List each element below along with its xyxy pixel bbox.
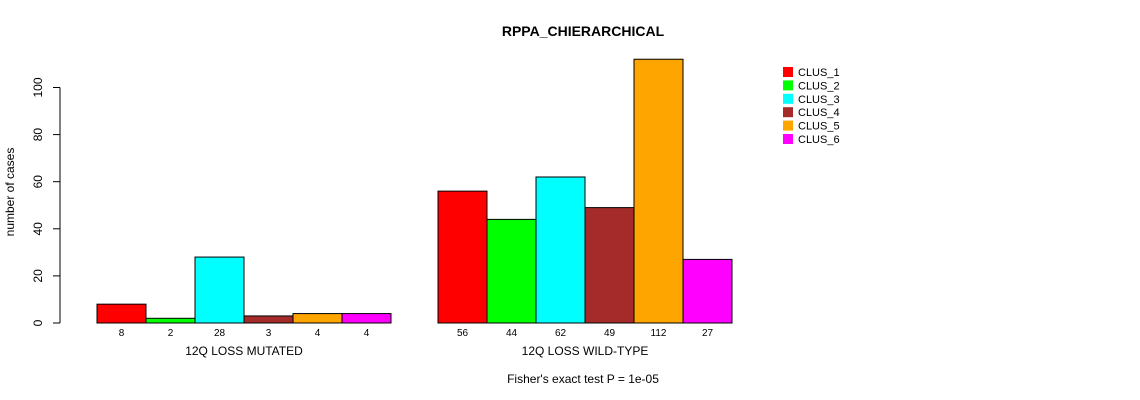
group-label-1: 12Q LOSS MUTATED <box>185 344 303 358</box>
count-labels: 8 2 28 3 4 4 56 44 62 49 112 27 <box>119 328 714 339</box>
legend-label-clus-1: CLUS_1 <box>798 67 840 79</box>
bar-count-label: 56 <box>457 328 469 339</box>
bar-count-label: 62 <box>555 328 567 339</box>
bar-count-label: 3 <box>266 328 272 339</box>
y-tick-label: 80 <box>31 128 45 142</box>
bar-count-label: 49 <box>604 328 616 339</box>
legend-swatch-clus-5 <box>783 120 793 131</box>
legend-label-clus-4: CLUS_4 <box>798 107 840 119</box>
legend-label-clus-3: CLUS_3 <box>798 94 840 106</box>
bar-clus-5-group-1 <box>292 313 343 324</box>
bar-count-label: 4 <box>315 328 321 339</box>
y-tick-label: 40 <box>31 222 45 236</box>
bar-count-label: 44 <box>506 328 518 339</box>
y-tick-label: 100 <box>31 77 45 97</box>
y-tick-label: 60 <box>31 175 45 189</box>
bar-count-label: 8 <box>119 328 125 339</box>
bar-count-label: 112 <box>651 328 667 339</box>
bar-count-label: 27 <box>702 328 714 339</box>
bar-clus-3-group-2 <box>535 176 586 324</box>
legend-swatch-clus-4 <box>783 107 793 118</box>
bar-clus-4-group-2 <box>584 207 635 324</box>
chart-title: RPPA_CHIERARCHICAL <box>502 23 665 39</box>
legend-swatch-clus-1 <box>783 67 793 77</box>
y-axis-label: number of cases <box>3 148 17 237</box>
y-axis: 0 20 40 60 80 100 <box>31 77 61 326</box>
bar-clus-2-group-1 <box>145 317 196 324</box>
bar-count-label: 28 <box>214 328 226 339</box>
y-tick-label: 0 <box>31 319 45 326</box>
legend-label-clus-5: CLUS_5 <box>798 121 840 133</box>
legend-swatch-clus-2 <box>783 80 793 91</box>
bar-clus-3-group-1 <box>194 256 245 324</box>
bar-clus-1-group-2 <box>437 190 488 324</box>
bar-clus-6-group-2 <box>682 258 733 324</box>
fisher-test-annotation: Fisher's exact test P = 1e-05 <box>507 372 659 386</box>
bar-clus-6-group-1 <box>341 313 392 324</box>
bar-clus-1-group-1 <box>96 303 147 324</box>
legend-swatch-clus-3 <box>783 93 793 104</box>
legend-label-clus-2: CLUS_2 <box>798 80 840 92</box>
bar-clus-4-group-1 <box>243 315 294 324</box>
group-label-2: 12Q LOSS WILD-TYPE <box>522 344 649 358</box>
bars <box>96 58 733 324</box>
bar-clus-2-group-2 <box>486 218 537 324</box>
legend-swatch-clus-6 <box>783 134 793 144</box>
group-labels: 12Q LOSS MUTATED 12Q LOSS WILD-TYPE <box>185 344 648 358</box>
y-tick-label: 20 <box>31 269 45 283</box>
bar-count-label: 2 <box>168 328 174 339</box>
bar-clus-5-group-2 <box>633 58 684 324</box>
bar-count-label: 4 <box>364 328 370 339</box>
legend-label-clus-6: CLUS_6 <box>798 134 840 146</box>
